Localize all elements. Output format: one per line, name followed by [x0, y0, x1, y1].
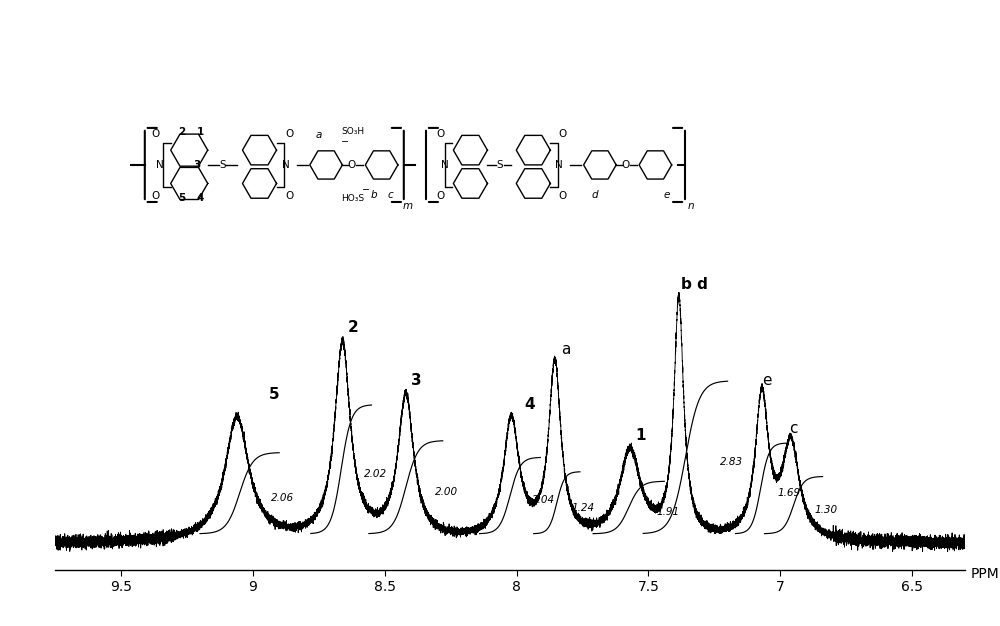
- Text: HO₃S: HO₃S: [341, 194, 364, 203]
- Text: PPM: PPM: [970, 567, 999, 581]
- Text: SO₃H: SO₃H: [341, 127, 364, 136]
- Text: 5: 5: [269, 387, 279, 403]
- Text: a: a: [316, 130, 322, 140]
- Text: 3: 3: [193, 160, 200, 170]
- Text: 1.69: 1.69: [778, 488, 801, 498]
- Text: 4: 4: [197, 193, 204, 203]
- Text: 2.00: 2.00: [435, 487, 458, 497]
- Text: 2.06: 2.06: [271, 493, 294, 503]
- Text: c: c: [789, 421, 798, 436]
- Text: O: O: [285, 129, 293, 139]
- Text: N: N: [555, 160, 563, 170]
- Text: b d: b d: [681, 277, 708, 292]
- Text: S: S: [219, 160, 226, 170]
- Text: n: n: [688, 201, 694, 211]
- Text: 1.91: 1.91: [656, 507, 680, 517]
- Text: N: N: [441, 160, 448, 170]
- Text: 2.83: 2.83: [720, 457, 743, 467]
- Text: O: O: [437, 129, 445, 139]
- Text: N: N: [282, 160, 289, 170]
- Text: 1.24: 1.24: [572, 503, 595, 513]
- Text: c: c: [388, 190, 393, 200]
- Text: O: O: [285, 191, 293, 201]
- Text: N: N: [156, 160, 163, 170]
- Text: 2: 2: [178, 126, 185, 136]
- Text: O: O: [559, 191, 567, 201]
- Text: 1: 1: [197, 126, 204, 136]
- Text: e: e: [762, 373, 772, 388]
- Text: 4: 4: [524, 397, 535, 412]
- Text: O: O: [559, 129, 567, 139]
- Text: O: O: [348, 160, 356, 170]
- Text: 2: 2: [348, 321, 358, 336]
- Text: O: O: [152, 129, 160, 139]
- Text: b: b: [371, 190, 378, 200]
- Text: m: m: [402, 201, 413, 211]
- Text: 5: 5: [178, 193, 185, 203]
- Text: O: O: [622, 160, 630, 170]
- Text: 2.04: 2.04: [532, 495, 556, 505]
- Text: O: O: [152, 191, 160, 201]
- Text: e: e: [663, 190, 670, 200]
- Text: d: d: [591, 190, 598, 200]
- Text: S: S: [497, 160, 503, 170]
- Text: a: a: [561, 342, 570, 357]
- Text: 3: 3: [411, 373, 422, 388]
- Text: 1: 1: [635, 428, 646, 443]
- Text: O: O: [437, 191, 445, 201]
- Text: 2.02: 2.02: [364, 469, 387, 479]
- Text: 1.30: 1.30: [815, 505, 838, 515]
